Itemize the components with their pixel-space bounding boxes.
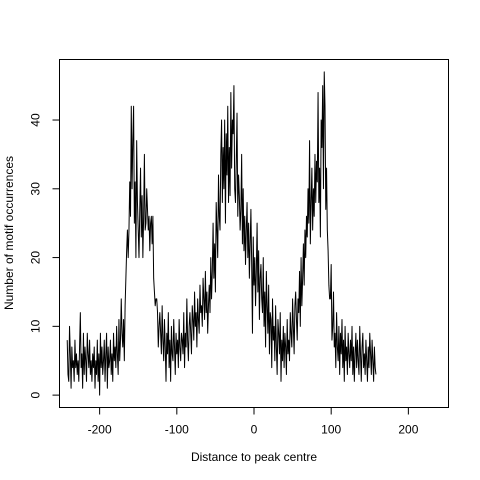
y-tick-label: 30 — [29, 182, 43, 196]
x-tick-label: 100 — [321, 423, 341, 437]
y-axis-label: Number of motif occurrences — [2, 156, 16, 310]
y-tick-label: 40 — [29, 113, 43, 127]
x-tick-label: 0 — [251, 423, 258, 437]
y-tick-label: 20 — [29, 251, 43, 265]
y-axis: 0 10 20 30 40 — [29, 113, 60, 398]
series-line — [66, 71, 377, 396]
x-tick-label: 200 — [398, 423, 418, 437]
y-tick-label: 0 — [29, 391, 43, 398]
x-tick-label: -100 — [165, 423, 189, 437]
x-axis: -200 -100 0 100 200 — [88, 407, 419, 437]
x-axis-label: Distance to peak centre — [191, 450, 317, 464]
y-tick-label: 10 — [29, 319, 43, 333]
x-tick-label: -200 — [88, 423, 112, 437]
